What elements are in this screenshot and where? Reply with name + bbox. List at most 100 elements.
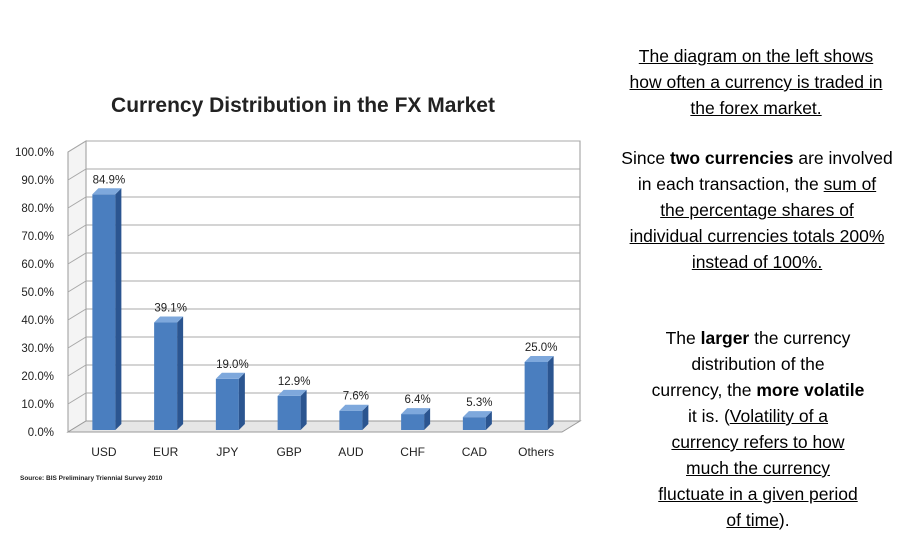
gridline — [67, 280, 580, 293]
bar — [462, 411, 492, 430]
bar-side — [115, 188, 122, 430]
bar-front — [339, 410, 363, 430]
x-tick-label: CHF — [400, 445, 425, 459]
y-tick-label: 90.0% — [21, 175, 54, 187]
bar — [215, 372, 245, 430]
bar-front — [462, 417, 486, 430]
x-tick-label: EUR — [153, 445, 179, 459]
y-tick-label: 50.0% — [21, 287, 54, 299]
data-label: 6.4% — [405, 394, 431, 406]
bar — [92, 188, 122, 430]
p3-line8: of time). — [630, 507, 886, 533]
gridline — [67, 140, 580, 153]
x-tick-label: GBP — [276, 445, 301, 459]
bar — [277, 389, 307, 430]
gridline — [67, 196, 580, 209]
y-tick-label: 30.0% — [21, 343, 54, 355]
p3-line3: currency, the more volatile — [630, 377, 886, 403]
y-tick-label: 70.0% — [21, 231, 54, 243]
chart-title: Currency Distribution in the FX Market — [111, 94, 495, 117]
p3-line3-pre: currency, the — [651, 380, 757, 400]
data-label: 39.1% — [154, 303, 187, 315]
bar-side — [177, 316, 184, 430]
gridline — [67, 252, 580, 265]
y-tick-label: 0.0% — [28, 427, 54, 439]
p3-line4-pre: it is. ( — [687, 406, 730, 426]
p1-line3: the forex market. — [690, 98, 822, 118]
bar — [524, 356, 554, 430]
bar-top — [154, 316, 184, 323]
y-tick-label: 10.0% — [21, 399, 54, 411]
p3-line4-underlined: Volatility of a — [729, 406, 829, 426]
p3-line8-post: ). — [778, 510, 790, 530]
p2-line2-underlined: sum of — [823, 174, 877, 194]
chart-floor — [66, 420, 582, 433]
gridline — [67, 392, 580, 405]
p3-line1: The larger the currency — [630, 325, 886, 351]
explanation-paragraph-2: Since two currencies are involved in eac… — [604, 145, 910, 275]
gridline — [67, 364, 580, 377]
bar-top — [277, 389, 307, 396]
bar-front — [401, 414, 425, 430]
bar — [154, 316, 184, 430]
explanation-paragraph-3: The larger the currency distribution of … — [630, 325, 886, 533]
p3-line4: it is. (Volatility of a — [630, 403, 886, 429]
x-tick-label: CAD — [462, 445, 488, 459]
gridline — [67, 224, 580, 237]
source-note: Source: BIS Preliminary Triennial Survey… — [20, 475, 163, 482]
p3-line7: fluctuate in a given period — [658, 484, 858, 504]
bar-side — [300, 389, 307, 430]
bar-top — [92, 188, 122, 195]
bar-side — [424, 408, 431, 430]
p2-line1-pre: Since — [621, 148, 670, 168]
bar-top — [339, 404, 369, 411]
y-tick-label: 80.0% — [21, 203, 54, 215]
p3-line3-bold: more volatile — [756, 380, 865, 400]
p2-line1-post: are involved — [793, 148, 893, 168]
data-label: 12.9% — [278, 376, 311, 388]
p2-line5: instead of 100%. — [691, 252, 823, 272]
bar-front — [154, 322, 178, 430]
p2-line2-pre: in each transaction, the — [637, 174, 824, 194]
bar-top — [215, 372, 245, 379]
p1-line1: The diagram on the left shows — [638, 46, 874, 66]
bar-side — [547, 356, 554, 430]
p3-line2: distribution of the — [691, 354, 825, 374]
bar-top — [462, 411, 492, 418]
grid-layer — [66, 140, 582, 433]
p2-line2: in each transaction, the sum of — [604, 171, 910, 197]
bar-front — [92, 194, 116, 430]
bars-layer — [92, 188, 554, 430]
bar — [339, 404, 369, 430]
currency-distribution-chart: Currency Distribution in the FX Market 0… — [15, 94, 582, 482]
y-tick-label: 60.0% — [21, 259, 54, 271]
bar-top — [401, 408, 431, 415]
y-tick-label: 100.0% — [15, 147, 54, 159]
p3-line5: currency refers to how — [671, 432, 845, 452]
y-tick-label: 20.0% — [21, 371, 54, 383]
data-label: 7.6% — [343, 391, 369, 403]
p2-line4: individual currencies totals 200% — [629, 226, 885, 246]
data-label: 19.0% — [216, 359, 249, 371]
data-label: 25.0% — [525, 342, 558, 354]
p1-line2: how often a currency is traded in — [629, 72, 883, 92]
data-label: 84.9% — [93, 174, 126, 186]
x-tick-label: Others — [518, 445, 554, 459]
x-tick-label: JPY — [216, 445, 238, 459]
p2-line1: Since two currencies are involved — [604, 145, 910, 171]
p3-line1-post: the currency — [749, 328, 851, 348]
gridline — [67, 336, 580, 349]
x-tick-label: USD — [91, 445, 117, 459]
p3-line6: much the currency — [686, 458, 830, 478]
labels-layer: 0.0% 10.0% 20.0% 30.0% 40.0% 50.0% 60.0% 70.0% 8… — [15, 147, 557, 459]
p2-line1-bold: two currencies — [669, 148, 794, 168]
bar-front — [277, 395, 301, 430]
bar-side — [362, 404, 369, 430]
gridline — [67, 308, 580, 321]
bar — [401, 408, 431, 430]
x-tick-label: AUD — [338, 445, 364, 459]
data-label: 5.3% — [466, 397, 492, 409]
y-tick-label: 40.0% — [21, 315, 54, 327]
bar-top — [524, 356, 554, 362]
p2-line3: the percentage shares of — [660, 200, 854, 220]
